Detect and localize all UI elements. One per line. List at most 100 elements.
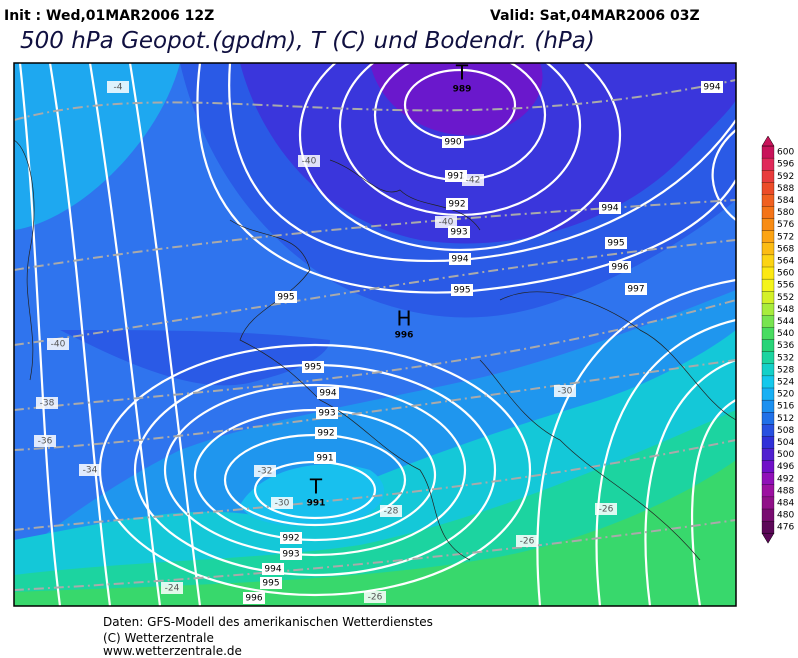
isobar-label: 994	[319, 389, 336, 399]
isobar-label-box	[314, 452, 336, 464]
colorbar-swatch	[761, 484, 775, 498]
temperature-label: -30	[558, 387, 573, 397]
isobar-label: 995	[304, 363, 321, 373]
isobar-label-box	[448, 226, 470, 238]
colorbar-swatch	[761, 145, 775, 159]
colorbar-swatch	[761, 399, 775, 413]
isobar-label-box	[275, 291, 297, 303]
footer-line: (C) Wetterzentrale	[103, 631, 214, 645]
colorbar-swatch	[761, 327, 775, 341]
colorbar-swatch	[761, 303, 775, 316]
isobar-label-box	[317, 387, 339, 399]
colorbar-label: 540	[777, 329, 794, 339]
colorbar-swatch	[761, 242, 775, 256]
isobar-label: 995	[453, 286, 470, 296]
isobar-label: 997	[627, 285, 644, 295]
colorbar-label: 600	[777, 148, 794, 158]
colorbar-label: 560	[777, 269, 794, 279]
isobar-label: 994	[451, 255, 468, 265]
colorbar-label: 544	[777, 317, 794, 327]
colorbar-label: 552	[777, 293, 794, 303]
temperature-label: -36	[38, 437, 53, 447]
colorbar-label: 492	[777, 474, 794, 484]
isobar-label-box	[442, 136, 464, 148]
colorbar-swatch	[761, 218, 775, 232]
colorbar-label: 564	[777, 256, 794, 266]
isobar-label: 996	[611, 263, 628, 273]
temperature-label-box	[107, 81, 129, 93]
temperature-label-box	[554, 385, 576, 397]
isobar-label: 993	[318, 409, 335, 419]
colorbar-label: 480	[777, 511, 794, 521]
temperature-label-box	[47, 338, 69, 350]
colorbar-swatch	[761, 496, 775, 510]
temperature-label: -26	[520, 537, 535, 547]
isobar-label: 994	[601, 204, 618, 214]
pressure-center-symbol: H	[396, 307, 411, 331]
colorbar-label: 496	[777, 462, 794, 472]
colorbar-label: 572	[777, 232, 794, 242]
colorbar-swatch	[761, 254, 775, 268]
footer-line: www.wetterzentrale.de	[103, 644, 242, 658]
temperature-label-box	[79, 464, 101, 476]
footer-line: Daten: GFS-Modell des amerikanischen Wet…	[103, 615, 433, 629]
colorbar-label: 532	[777, 353, 794, 363]
pressure-center-symbol: T	[309, 475, 323, 499]
colorbar-swatch	[761, 472, 775, 486]
colorbar-label: 592	[777, 172, 794, 182]
colorbar-label: 484	[777, 498, 794, 508]
temperature-label-box	[435, 216, 457, 228]
pressure-center-symbol: T	[455, 61, 469, 85]
isobar-label: 992	[317, 429, 334, 439]
temperature-label: -40	[302, 157, 317, 167]
isobar-label: 994	[264, 565, 281, 575]
isobar-label-box	[599, 202, 621, 214]
band	[14, 460, 736, 606]
temperature-label: -26	[368, 593, 383, 603]
colorbar-swatch	[761, 460, 775, 474]
isobar-label-box	[280, 548, 302, 560]
colorbar-label: 476	[777, 523, 794, 533]
colorbar-swatch	[761, 436, 775, 449]
colorbar-label: 500	[777, 450, 794, 460]
temperature-label: -30	[275, 499, 290, 509]
isotherms	[14, 79, 736, 591]
isobar-label-box	[449, 253, 471, 265]
temperature-label-box	[254, 465, 276, 477]
temperature-label-box	[595, 503, 617, 515]
temperature-label: -28	[384, 507, 399, 517]
isobar-label-box	[315, 427, 337, 439]
isobar-label-box	[243, 592, 265, 604]
isobar-label: 995	[607, 239, 624, 249]
isobar-label-box	[316, 407, 338, 419]
temperature-label-box	[516, 535, 538, 547]
isobar-label: 993	[450, 228, 467, 238]
colorbar-swatch	[761, 291, 775, 304]
temperature-label: -26	[599, 505, 614, 515]
temperature-label: -24	[165, 584, 180, 594]
pressure-center-value: 996	[395, 331, 414, 341]
temperature-label-box	[462, 174, 484, 186]
colorbar-label: 588	[777, 184, 794, 194]
isobar-label: 991	[447, 172, 464, 182]
isobar-label: 996	[245, 594, 262, 604]
temperature-label-box	[271, 497, 293, 509]
colorbar-swatch	[761, 182, 775, 195]
isobar-label: 991	[316, 454, 333, 464]
colorbar-label: 584	[777, 196, 794, 206]
isobar-label-box	[262, 563, 284, 575]
isobar-label: 993	[282, 550, 299, 560]
colorbar-label: 508	[777, 426, 794, 436]
isobar-label-box	[445, 170, 467, 182]
isobar-label: 994	[703, 83, 720, 93]
colorbar-swatch	[761, 387, 775, 401]
isobar-label-box	[701, 81, 723, 93]
valid-time: Valid: Sat,04MAR2006 03Z	[490, 8, 700, 24]
isobar-label-box	[451, 284, 473, 296]
colorbar-swatch	[761, 351, 775, 365]
isobar-label: 992	[282, 534, 299, 544]
isobar-label-box	[302, 361, 324, 373]
temperature-label: -40	[51, 340, 66, 350]
